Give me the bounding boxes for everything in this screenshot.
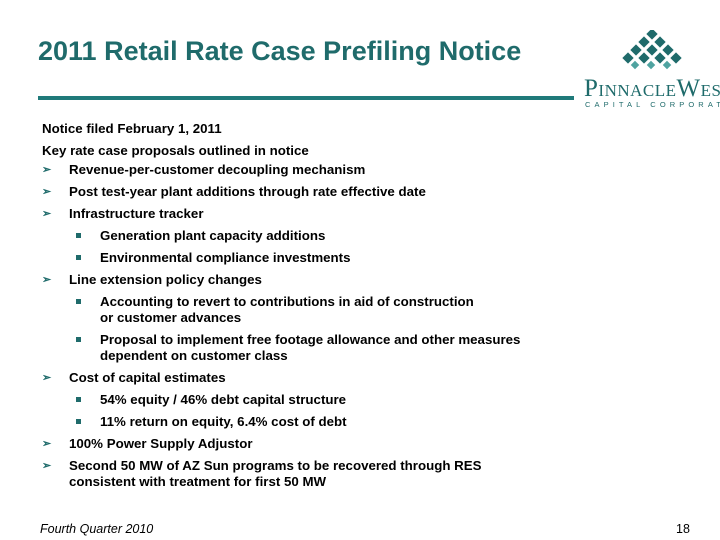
list-item: ➢ 100% Power Supply Adjustor <box>42 436 253 451</box>
notice-date: Notice filed February 1, 2011 <box>42 121 222 136</box>
logo-wordmark: PINNACLEWEST <box>584 75 720 102</box>
list-item: ➢ Second 50 MW of AZ Sun programs to be r… <box>42 458 482 489</box>
title-divider <box>38 96 574 100</box>
square-bullet-icon <box>76 233 81 238</box>
arrow-bullet-icon: ➢ <box>42 274 52 286</box>
page-number: 18 <box>676 522 690 536</box>
sub-list-item: 54% equity / 46% debt capital structure <box>42 392 602 408</box>
arrow-bullet-icon: ➢ <box>42 186 52 198</box>
square-bullet-icon <box>76 337 81 342</box>
slide-body: Notice filed February 1, 2011 Key rate c… <box>42 118 602 496</box>
pinnacle-west-logo-icon <box>622 30 682 70</box>
proposals-heading: Key rate case proposals outlined in noti… <box>42 143 309 158</box>
list-item: ➢ Post test-year plant additions through … <box>42 184 426 199</box>
arrow-bullet-icon: ➢ <box>42 460 52 472</box>
list-item: ➢ Line extension policy changes <box>42 272 262 287</box>
list-item: ➢ Cost of capital estimates <box>42 370 226 385</box>
arrow-bullet-icon: ➢ <box>42 372 52 384</box>
page-title: 2011 Retail Rate Case Prefiling Notice <box>38 36 522 66</box>
sub-list-item: Proposal to implement free footage allow… <box>42 332 602 364</box>
square-bullet-icon <box>76 255 81 260</box>
footer-label: Fourth Quarter 2010 <box>40 522 154 536</box>
sub-list-item: Generation plant capacity additions <box>42 228 602 244</box>
sub-list-item: 11% return on equity, 6.4% cost of debt <box>42 414 602 430</box>
arrow-bullet-icon: ➢ <box>42 164 52 176</box>
arrow-bullet-icon: ➢ <box>42 438 52 450</box>
arrow-bullet-icon: ➢ <box>42 208 52 220</box>
list-item: ➢ Infrastructure tracker <box>42 206 204 221</box>
company-logo: PINNACLEWEST CAPITAL CORPORATION <box>578 30 720 110</box>
square-bullet-icon <box>76 397 81 402</box>
square-bullet-icon <box>76 299 81 304</box>
sub-list-item: Accounting to revert to contributions in… <box>42 294 602 326</box>
sub-list-item: Environmental compliance investments <box>42 250 602 266</box>
square-bullet-icon <box>76 419 81 424</box>
list-item: ➢ Revenue-per-customer decoupling mechani… <box>42 162 366 177</box>
logo-subtitle: CAPITAL CORPORATION <box>585 100 720 109</box>
